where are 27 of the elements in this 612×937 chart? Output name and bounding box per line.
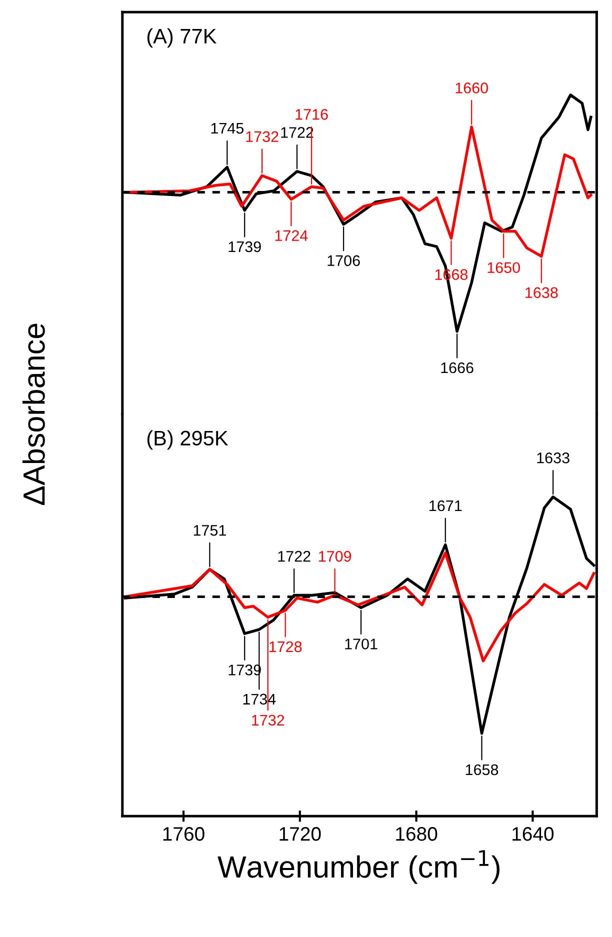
annotation: 1660 — [456, 82, 488, 94]
annotation: 1671 — [430, 500, 462, 512]
x-tick-label: 1640 — [512, 827, 554, 841]
annotation: 1709 — [318, 550, 352, 562]
annotation: 1650 — [488, 262, 520, 274]
annotation: 1722 — [278, 550, 310, 562]
annotation: 1716 — [296, 109, 328, 120]
x-tick-label: 1760 — [163, 827, 204, 841]
annotation: 1739 — [228, 241, 261, 252]
annotation: 1732 — [246, 131, 278, 142]
annotation: 1658 — [466, 764, 498, 776]
annotation: 1701 — [345, 638, 378, 650]
chart-title: (B) 295K — [147, 430, 228, 450]
y-axis-title: ΔAbsorbance — [22, 324, 45, 505]
annotation: 1638 — [526, 287, 558, 298]
x-axis-title: Wavenumber (cm$^{−1}$) — [218, 850, 500, 884]
annotation: 1633 — [537, 452, 570, 464]
annotation: 1751 — [194, 525, 226, 536]
chart-title: (A) 77K — [147, 28, 217, 48]
annotation: 1724 — [275, 230, 308, 241]
annotation: 1732 — [252, 714, 284, 726]
annotation: 1706 — [328, 255, 360, 266]
x-tick-label: 1680 — [396, 827, 438, 841]
annotation: 1745 — [211, 123, 244, 134]
x-tick-label: 1720 — [280, 827, 321, 841]
annotation: 1666 — [441, 362, 474, 374]
annotation: 1728 — [270, 641, 302, 652]
